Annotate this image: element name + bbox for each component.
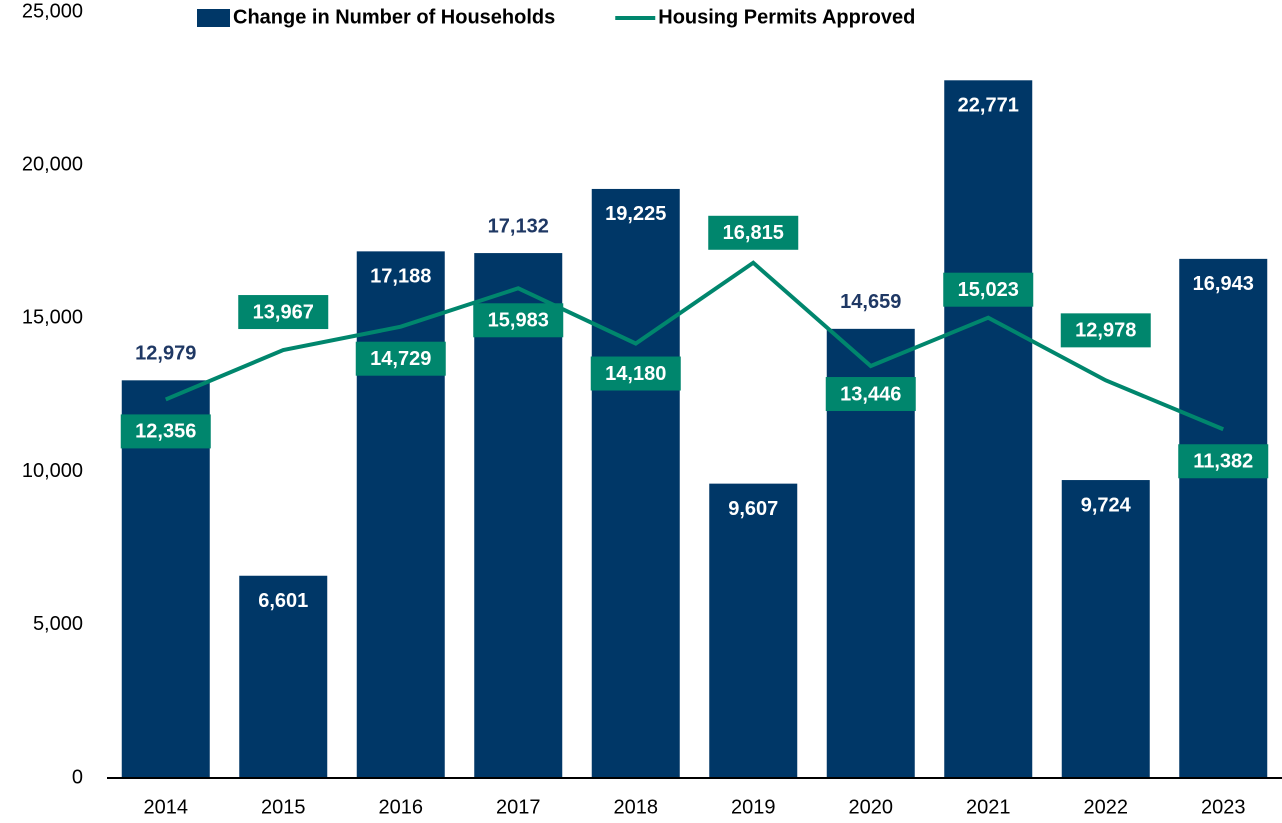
line-value-label: 14,180 xyxy=(605,363,666,385)
line-label-box xyxy=(825,377,916,412)
legend-swatch xyxy=(197,9,230,27)
y-tick-label: 10,000 xyxy=(22,460,83,482)
line-value-label: 12,356 xyxy=(135,421,196,443)
x-tick-label: 2021 xyxy=(966,796,1011,818)
bar-value-label: 19,225 xyxy=(605,203,666,225)
bar xyxy=(944,80,1033,778)
bar xyxy=(591,188,680,779)
legend-label: Housing Permits Approved xyxy=(658,6,915,28)
x-tick-label: 2016 xyxy=(379,796,424,818)
line-label-box xyxy=(238,295,329,330)
y-tick-label: 25,000 xyxy=(22,0,83,22)
line-series xyxy=(164,260,1225,432)
x-tick-label: 2020 xyxy=(849,796,894,818)
bar-value-label: 16,943 xyxy=(1193,273,1254,295)
x-tick-label: 2023 xyxy=(1201,796,1246,818)
line-label-box xyxy=(1060,313,1151,348)
bar-value-label: 6,601 xyxy=(258,590,308,612)
bar-value-label: 22,771 xyxy=(958,95,1019,117)
y-tick-label: 0 xyxy=(72,766,83,788)
bar xyxy=(709,483,798,778)
x-tick-label: 2022 xyxy=(1084,796,1129,818)
line-label-box xyxy=(590,356,681,391)
line-value-label: 15,983 xyxy=(488,310,549,332)
line-value-label: 15,023 xyxy=(958,279,1019,301)
bar xyxy=(1179,258,1268,779)
line-label-box xyxy=(473,303,564,338)
line-label-box xyxy=(355,341,446,376)
bar xyxy=(474,253,563,779)
x-tick-label: 2017 xyxy=(496,796,541,818)
line-value-label: 13,967 xyxy=(253,301,314,323)
legend-label: Change in Number of Households xyxy=(233,6,555,28)
line-value-label: 13,446 xyxy=(840,383,901,405)
line-value-label: 11,382 xyxy=(1193,451,1253,473)
bar-value-label: 17,132 xyxy=(488,215,549,237)
x-tick-label: 2018 xyxy=(614,796,659,818)
line-label-box xyxy=(1178,444,1269,479)
bar xyxy=(356,251,445,778)
bar-value-label: 9,607 xyxy=(728,498,778,520)
line-value-label: 12,978 xyxy=(1075,320,1136,342)
bar-value-label: 14,659 xyxy=(840,291,901,313)
bar xyxy=(1061,480,1150,778)
x-tick-label: 2015 xyxy=(261,796,306,818)
x-tick-label: 2014 xyxy=(144,796,189,818)
line-value-label: 16,815 xyxy=(723,222,784,244)
x-tick-label: 2019 xyxy=(731,796,776,818)
y-tick-label: 15,000 xyxy=(22,307,83,329)
y-tick-label: 20,000 xyxy=(22,153,83,175)
line-label-box xyxy=(120,414,211,449)
bar xyxy=(239,575,328,778)
y-tick-label: 5,000 xyxy=(33,613,83,635)
line-label-box xyxy=(708,215,799,250)
bar-value-label: 17,188 xyxy=(370,266,431,288)
line-label-box xyxy=(943,272,1034,307)
line-value-label: 14,729 xyxy=(370,348,431,370)
bar-value-label: 12,979 xyxy=(135,343,196,365)
bar-value-label: 9,724 xyxy=(1081,494,1132,516)
